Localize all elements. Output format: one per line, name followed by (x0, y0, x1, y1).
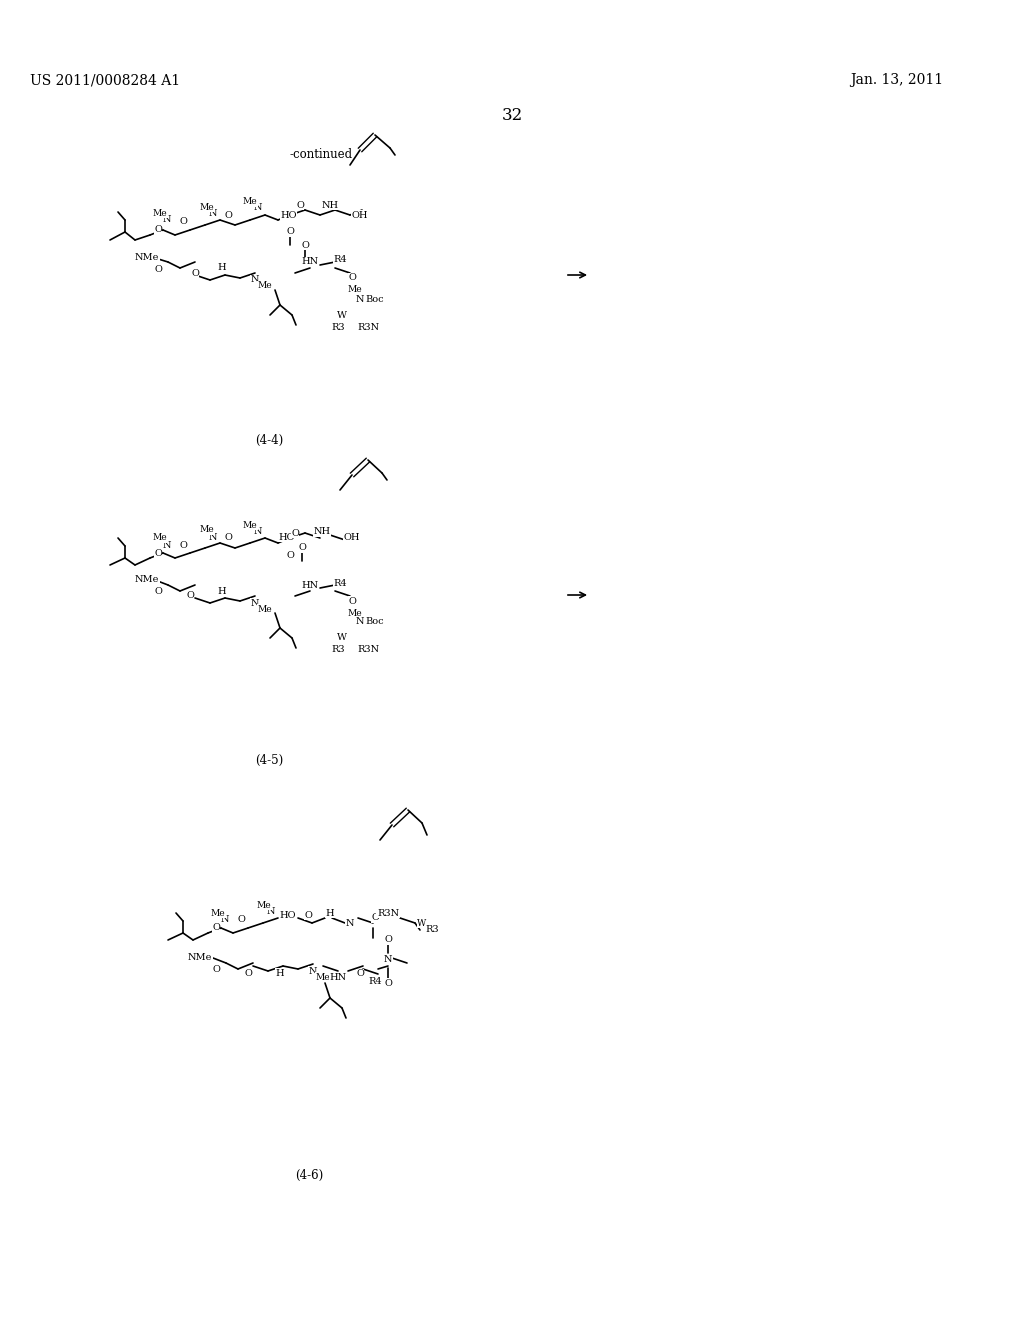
Text: O: O (224, 533, 232, 543)
Text: Me: Me (243, 520, 257, 529)
Text: O: O (212, 965, 220, 974)
Text: O: O (371, 913, 379, 923)
Text: O: O (384, 936, 392, 945)
Text: HO: HO (280, 210, 297, 219)
Text: OH: OH (344, 533, 360, 543)
Text: O: O (154, 265, 162, 275)
Text: N: N (346, 919, 354, 928)
Text: N: N (163, 540, 171, 549)
Text: O: O (296, 201, 304, 210)
Text: H: H (326, 908, 334, 917)
Text: R4: R4 (333, 256, 347, 264)
Text: N: N (254, 527, 262, 536)
Text: NH: NH (322, 201, 339, 210)
Text: N: N (355, 618, 365, 627)
Text: R3N: R3N (357, 645, 379, 655)
Text: O: O (224, 210, 232, 219)
Text: O: O (154, 587, 162, 597)
Text: W: W (418, 919, 427, 928)
Text: NMe: NMe (135, 253, 159, 263)
Text: NMe: NMe (187, 953, 212, 962)
Text: O: O (304, 911, 312, 920)
Text: N: N (384, 956, 392, 965)
Text: HO: HO (280, 911, 296, 920)
Text: O: O (291, 528, 299, 537)
Text: H: H (218, 586, 226, 595)
Text: O: O (286, 227, 294, 236)
Text: O: O (179, 540, 187, 549)
Text: N: N (266, 907, 275, 916)
Text: Jan. 13, 2011: Jan. 13, 2011 (850, 73, 943, 87)
Text: O: O (348, 597, 356, 606)
Text: R3N: R3N (377, 908, 399, 917)
Text: Me: Me (257, 900, 271, 909)
Text: O: O (384, 978, 392, 987)
Text: Me: Me (243, 198, 257, 206)
Text: (4-4): (4-4) (255, 433, 284, 446)
Text: Boc: Boc (366, 618, 384, 627)
Text: O: O (286, 550, 294, 560)
Text: O: O (244, 969, 252, 978)
Text: N: N (163, 215, 171, 224)
Text: O: O (179, 218, 187, 227)
Text: N: N (355, 296, 365, 305)
Text: O: O (356, 969, 364, 978)
Text: US 2011/0008284 A1: US 2011/0008284 A1 (30, 73, 180, 87)
Text: Boc: Boc (366, 296, 384, 305)
Text: R4: R4 (369, 978, 382, 986)
Text: O: O (301, 240, 309, 249)
Text: N: N (254, 203, 262, 213)
Text: N: N (221, 916, 229, 924)
Text: HN: HN (330, 973, 346, 982)
Text: O: O (154, 226, 162, 235)
Text: Me: Me (348, 609, 362, 618)
Text: O: O (298, 544, 306, 553)
Text: 32: 32 (502, 107, 522, 124)
Text: R3N: R3N (357, 323, 379, 333)
Text: N: N (209, 532, 217, 541)
Text: O: O (186, 590, 194, 599)
Text: OH: OH (352, 210, 369, 219)
Text: Me: Me (153, 209, 167, 218)
Text: Me: Me (258, 281, 272, 290)
Text: N: N (309, 966, 317, 975)
Text: Me: Me (211, 908, 225, 917)
Text: (4-5): (4-5) (255, 754, 284, 767)
Text: N: N (251, 276, 259, 285)
Text: NH: NH (313, 528, 331, 536)
Text: HO: HO (278, 532, 295, 541)
Text: HN: HN (301, 257, 318, 267)
Text: O: O (154, 549, 162, 557)
Text: O: O (212, 924, 220, 932)
Text: Me: Me (153, 533, 167, 543)
Text: W: W (337, 310, 347, 319)
Text: Me: Me (348, 285, 362, 294)
Text: Me: Me (200, 525, 214, 535)
Text: H: H (218, 264, 226, 272)
Text: W: W (337, 632, 347, 642)
Text: R3: R3 (425, 925, 439, 935)
Text: N: N (209, 209, 217, 218)
Text: Me: Me (315, 973, 331, 982)
Text: Me: Me (258, 605, 272, 614)
Text: Me: Me (200, 202, 214, 211)
Text: R3: R3 (331, 323, 345, 333)
Text: HN: HN (301, 581, 318, 590)
Text: O: O (191, 269, 199, 279)
Text: (4-6): (4-6) (295, 1168, 324, 1181)
Text: O: O (238, 916, 245, 924)
Text: H: H (275, 969, 285, 978)
Text: N: N (251, 598, 259, 607)
Text: R3: R3 (331, 645, 345, 655)
Text: O: O (348, 273, 356, 282)
Text: R4: R4 (333, 578, 347, 587)
Text: NMe: NMe (135, 576, 159, 585)
Text: -continued: -continued (290, 149, 353, 161)
